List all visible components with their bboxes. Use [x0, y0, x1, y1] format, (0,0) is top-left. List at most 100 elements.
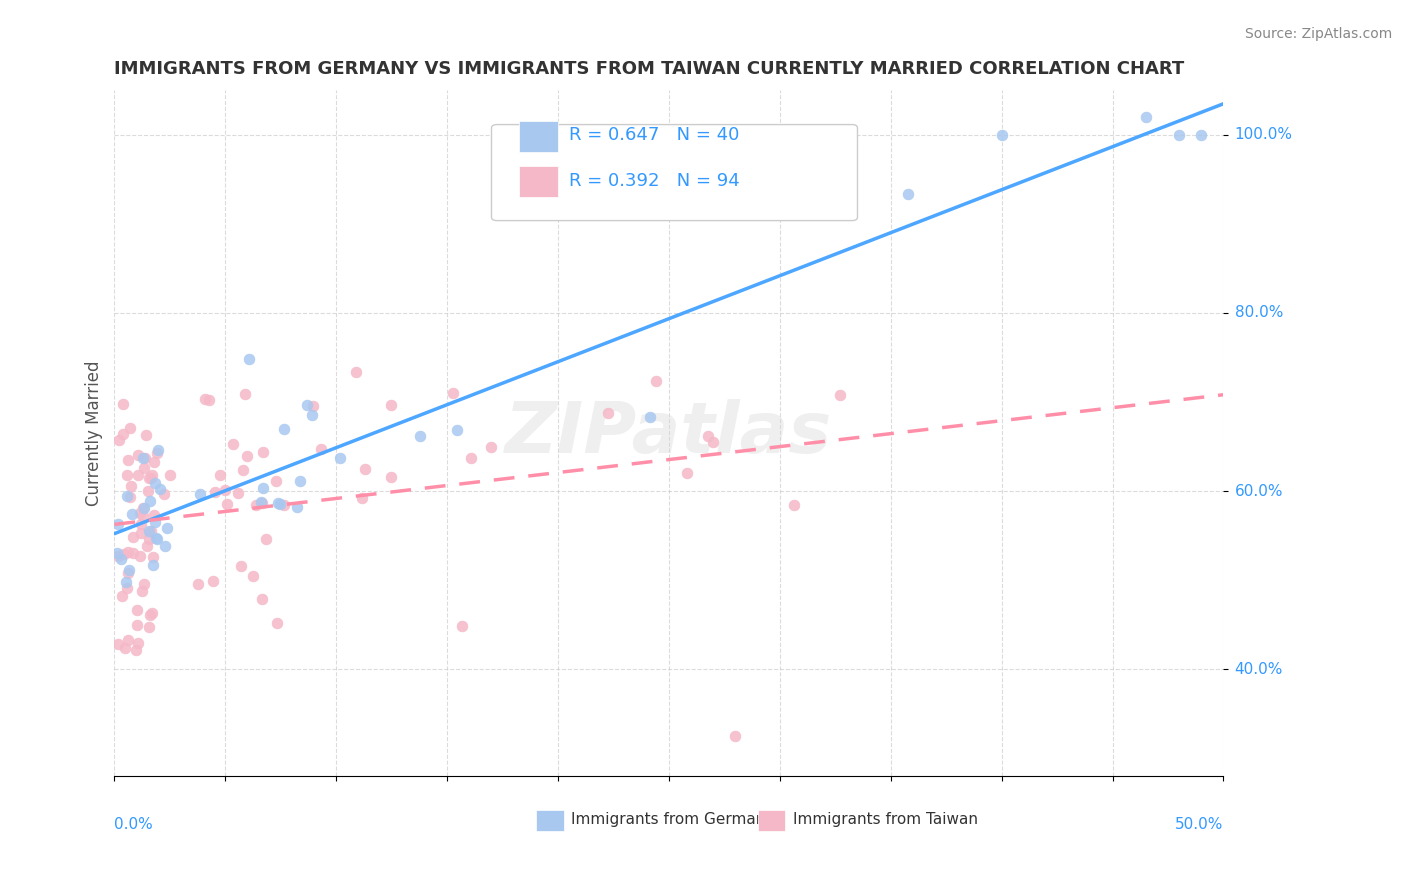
Point [115, 489, 138, 503]
Point [117, 566, 139, 581]
Point [266, 615, 288, 630]
Point [110, 552, 132, 566]
Point [232, 463, 254, 477]
Y-axis label: Currently Married: Currently Married [86, 360, 103, 506]
Point [198, 393, 221, 408]
Point [127, 618, 149, 632]
Point [156, 521, 179, 535]
Point [145, 446, 167, 460]
Point [117, 453, 139, 467]
Point [117, 633, 139, 648]
Point [138, 471, 160, 485]
Point [724, 729, 747, 743]
Text: 50.0%: 50.0% [1175, 817, 1223, 832]
Text: R = 0.647   N = 40: R = 0.647 N = 40 [569, 126, 740, 144]
Point [127, 635, 149, 649]
Point [217, 497, 239, 511]
Point [143, 455, 166, 469]
Point [285, 500, 308, 514]
Point [107, 516, 129, 531]
Point [132, 508, 155, 523]
Point [120, 479, 142, 493]
Text: Immigrants from Taiwan: Immigrants from Taiwan [793, 812, 979, 827]
Point [245, 498, 267, 512]
Point [114, 640, 136, 655]
Point [142, 550, 165, 565]
Point [121, 546, 143, 560]
Point [159, 467, 181, 482]
Text: 40.0%: 40.0% [1234, 662, 1282, 677]
Point [828, 388, 851, 402]
Point [138, 533, 160, 547]
Point [125, 603, 148, 617]
Point [238, 351, 260, 366]
Point [208, 468, 231, 483]
Point [155, 539, 177, 553]
Point [135, 539, 157, 553]
Point [115, 581, 138, 595]
Point [114, 574, 136, 589]
Point [236, 449, 259, 463]
Bar [519, 166, 558, 196]
Point [143, 476, 166, 491]
Text: IMMIGRANTS FROM GERMANY VS IMMIGRANTS FROM TAIWAN CURRENTLY MARRIED CORRELATION : IMMIGRANTS FROM GERMANY VS IMMIGRANTS FR… [114, 60, 1185, 78]
Point [273, 422, 295, 436]
Point [675, 466, 697, 480]
Text: ZIPatlas: ZIPatlas [505, 399, 832, 467]
Point [288, 474, 311, 488]
Point [446, 424, 468, 438]
Point [194, 392, 217, 406]
Point [252, 481, 274, 495]
Point [1135, 110, 1157, 124]
Point [136, 483, 159, 498]
Point [120, 421, 142, 435]
Point [250, 494, 273, 508]
Point [152, 487, 174, 501]
Point [127, 448, 149, 462]
Point [226, 486, 249, 500]
Point [141, 468, 163, 483]
Point [231, 558, 253, 573]
Point [132, 460, 155, 475]
Point [252, 496, 274, 510]
Point [353, 462, 375, 476]
Point [112, 397, 135, 411]
Point [233, 387, 256, 401]
Point [135, 428, 157, 442]
Point [132, 451, 155, 466]
Point [129, 506, 152, 520]
Point [121, 507, 143, 521]
Point [350, 491, 373, 505]
Point [702, 434, 724, 449]
FancyBboxPatch shape [492, 125, 858, 220]
Point [222, 437, 245, 451]
Text: 100.0%: 100.0% [1234, 128, 1292, 143]
Point [138, 619, 160, 633]
Point [990, 128, 1012, 142]
Point [409, 429, 432, 443]
Point [118, 491, 141, 505]
Point [638, 409, 661, 424]
Point [188, 486, 211, 500]
Point [644, 375, 666, 389]
Point [139, 494, 162, 508]
Point [131, 583, 153, 598]
Bar [536, 811, 564, 831]
Point [141, 606, 163, 620]
Point [344, 365, 367, 379]
Point [269, 497, 291, 511]
Text: Immigrants from Germany: Immigrants from Germany [571, 812, 775, 827]
Point [267, 496, 290, 510]
Bar [758, 811, 786, 831]
Point [138, 524, 160, 538]
Point [108, 434, 131, 448]
Point [309, 442, 332, 456]
Point [783, 498, 806, 512]
Point [1189, 128, 1212, 142]
Text: R = 0.392   N = 94: R = 0.392 N = 94 [569, 172, 740, 191]
Point [129, 526, 152, 541]
Point [143, 508, 166, 522]
Point [110, 589, 132, 603]
Point [134, 450, 156, 465]
Point [242, 569, 264, 583]
